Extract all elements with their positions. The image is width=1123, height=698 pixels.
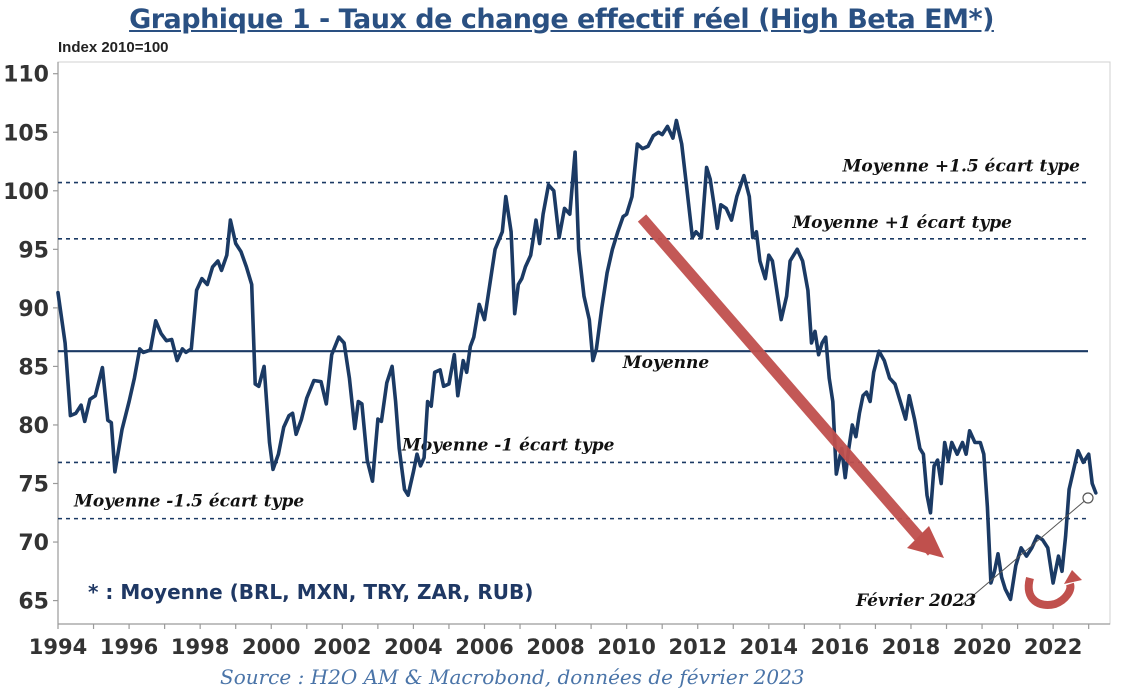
source-label: Source : H2O AM & Macrobond, données de … (220, 665, 805, 689)
y-tick-label: 70 (18, 531, 49, 556)
x-tick-label: 2016 (811, 635, 869, 659)
rebound-arrow (1024, 576, 1075, 609)
trend-arrow-head (907, 526, 944, 558)
x-tick-label: 2006 (455, 635, 513, 659)
x-tick-label: 2014 (740, 635, 798, 659)
y-tick-label: 75 (18, 473, 49, 498)
x-tick-label: 1998 (171, 635, 229, 659)
reference-line-label: Moyenne -1.5 écart type (73, 492, 304, 512)
series-group (56, 118, 1098, 602)
y-axis-unit-label: Index 2010=100 (58, 39, 169, 56)
series-line (56, 118, 1098, 602)
rebound-arrow-head (1064, 570, 1082, 584)
x-tick-label: 2002 (313, 635, 371, 659)
y-axis: 110 105 100 95 90 85 80 75 70 65 (3, 62, 59, 624)
latest-point-leader (961, 497, 1089, 606)
y-tick-label: 85 (18, 355, 49, 380)
x-tick-label: 1996 (100, 635, 158, 659)
x-tick-label: 2000 (242, 635, 300, 659)
latest-point-label: Février 2023 (855, 591, 976, 611)
y-tick-label: 65 (18, 590, 49, 615)
x-tick-label: 2012 (669, 635, 727, 659)
x-tick-label: 1994 (29, 635, 87, 659)
y-tick-label: 100 (3, 180, 49, 205)
y-tick-label: 95 (18, 238, 49, 263)
x-tick-label: 2004 (384, 635, 442, 659)
y-tick-label: 105 (3, 121, 49, 146)
x-tick-label: 2022 (1024, 635, 1082, 659)
reference-line-label: Moyenne (622, 353, 710, 373)
footnote-label: * : Moyenne (BRL, MXN, TRY, ZAR, RUB) (88, 580, 533, 604)
reference-line-label: Moyenne +1.5 écart type (842, 157, 1081, 177)
plot-area-frame (57, 61, 1111, 625)
chart-title: Graphique 1 - Taux de change effectif ré… (129, 4, 994, 35)
latest-point-marker (1082, 492, 1094, 504)
reference-line-label: Moyenne -1 écart type (401, 435, 615, 455)
y-tick-label: 80 (18, 414, 49, 439)
reference-lines: Moyenne +1.5 écart type Moyenne +1 écart … (58, 157, 1088, 520)
x-tick-label: 2008 (526, 635, 584, 659)
x-tick-label: 2020 (953, 635, 1011, 659)
y-tick-label: 90 (18, 297, 49, 322)
trend-arrow (637, 214, 937, 556)
x-tick-label: 2018 (882, 635, 940, 659)
reference-line-label: Moyenne +1 écart type (791, 213, 1012, 233)
y-tick-label: 110 (3, 63, 49, 88)
x-tick-label: 2010 (597, 635, 655, 659)
x-axis: 1994 1996 1998 2000 2002 2004 2006 2008 2010 2012… (29, 623, 1110, 659)
